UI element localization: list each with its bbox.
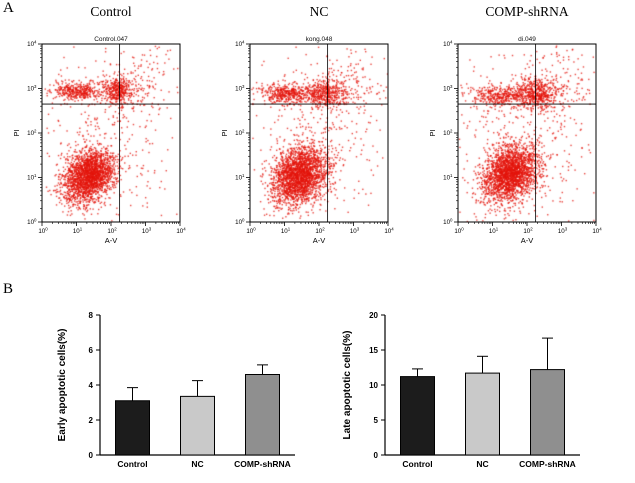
svg-text:102: 102 <box>523 227 533 236</box>
y-tick-label: 6 <box>89 346 94 355</box>
svg-text:101: 101 <box>443 173 453 182</box>
flow-y-axis-label: PI <box>428 129 437 136</box>
svg-text:102: 102 <box>235 129 245 138</box>
svg-text:103: 103 <box>558 227 568 236</box>
x-category-label: COMP-shRNA <box>519 459 576 469</box>
svg-text:103: 103 <box>350 227 360 236</box>
svg-text:104: 104 <box>176 227 186 236</box>
flow-column-control: Control 100 100 101 101 102 102 103 103 104 104 Co… <box>12 4 187 248</box>
y-tick-label: 2 <box>89 416 94 425</box>
svg-text:104: 104 <box>443 40 453 49</box>
bar <box>400 376 435 456</box>
flow-inner-label: kong.048 <box>306 36 333 43</box>
svg-text:102: 102 <box>27 129 37 138</box>
svg-text:101: 101 <box>73 227 83 236</box>
flow-x-axis-label: A-V <box>521 236 534 245</box>
bar-chart-svg: 0 5 10 15 20 Control NC COMP-shRNA Late apoptoti… <box>342 311 580 469</box>
flow-scatter-comp-shrna: 100 100 101 101 102 102 103 103 104 104 di.049 PI A-… <box>428 30 603 248</box>
svg-text:100: 100 <box>27 218 37 227</box>
x-category-label: Control <box>117 459 147 469</box>
x-category-label: Control <box>402 459 432 469</box>
y-tick-label: 10 <box>369 381 378 390</box>
flow-column-nc: NC 100 100 101 101 102 102 103 103 104 104 kong.04… <box>220 4 395 248</box>
svg-text:104: 104 <box>592 227 602 236</box>
flow-y-axis-label: PI <box>220 129 229 136</box>
svg-text:100: 100 <box>443 218 453 227</box>
panel-label-a: A <box>3 0 14 16</box>
y-tick-label: 15 <box>369 346 378 355</box>
x-category-label: COMP-shRNA <box>234 459 291 469</box>
flow-dot-canvas <box>42 44 180 222</box>
svg-text:102: 102 <box>443 129 453 138</box>
svg-text:104: 104 <box>27 40 37 49</box>
bar <box>465 372 500 456</box>
bar <box>115 400 150 456</box>
flow-x-axis-label: A-V <box>313 236 326 245</box>
svg-text:101: 101 <box>281 227 291 236</box>
svg-text:104: 104 <box>384 227 394 236</box>
svg-text:103: 103 <box>142 227 152 236</box>
svg-text:103: 103 <box>235 84 245 93</box>
svg-text:101: 101 <box>27 173 37 182</box>
panel-label-b: B <box>3 281 14 297</box>
y-axis-title: Early apoptotic cells(%) <box>57 329 68 442</box>
y-axis-title: Late apoptotic cells(%) <box>342 331 353 440</box>
flow-dot-canvas <box>250 44 388 222</box>
flow-title-comp-shrna: COMP-shRNA <box>485 4 569 19</box>
y-tick-label: 8 <box>89 311 94 320</box>
y-tick-label: 20 <box>369 311 378 320</box>
bar <box>180 395 215 456</box>
flow-inner-label: Control.047 <box>94 36 128 43</box>
svg-text:103: 103 <box>27 84 37 93</box>
bar-chart-early-apoptotic: 0 2 4 6 8 Control NC COMP-shRNA Early apoptotic … <box>52 307 310 483</box>
svg-text:100: 100 <box>235 218 245 227</box>
svg-text:102: 102 <box>315 227 325 236</box>
y-tick-label: 5 <box>374 416 379 425</box>
flow-x-axis-label: A-V <box>105 236 118 245</box>
flow-scatter-nc: 100 100 101 101 102 102 103 103 104 104 kong.048 PI… <box>220 30 395 248</box>
flow-scatter-control: 100 100 101 101 102 102 103 103 104 104 Control.04… <box>12 30 187 248</box>
y-tick-label: 0 <box>374 451 379 460</box>
svg-text:101: 101 <box>489 227 499 236</box>
flow-inner-label: di.049 <box>518 36 536 43</box>
flow-column-comp-shrna: COMP-shRNA 100 100 101 101 102 102 103 103 104 10… <box>428 4 603 248</box>
flow-dot-canvas <box>458 44 596 222</box>
svg-text:101: 101 <box>235 173 245 182</box>
flow-title-nc: NC <box>309 4 329 19</box>
flow-y-axis-label: PI <box>12 129 21 136</box>
x-category-label: NC <box>191 459 203 469</box>
x-category-label: NC <box>476 459 488 469</box>
flow-title-control: Control <box>90 4 132 19</box>
bar <box>530 369 565 456</box>
y-tick-label: 0 <box>89 451 94 460</box>
bar <box>245 374 280 456</box>
svg-text:104: 104 <box>235 40 245 49</box>
svg-text:103: 103 <box>443 84 453 93</box>
bar-chart-svg: 0 2 4 6 8 Control NC COMP-shRNA Early apoptotic … <box>57 311 295 469</box>
svg-text:100: 100 <box>38 227 48 236</box>
svg-text:100: 100 <box>454 227 464 236</box>
y-tick-label: 4 <box>89 381 94 390</box>
svg-text:102: 102 <box>107 227 117 236</box>
bar-chart-late-apoptotic: 0 5 10 15 20 Control NC COMP-shRNA Late apoptoti… <box>337 307 595 483</box>
svg-text:100: 100 <box>246 227 256 236</box>
